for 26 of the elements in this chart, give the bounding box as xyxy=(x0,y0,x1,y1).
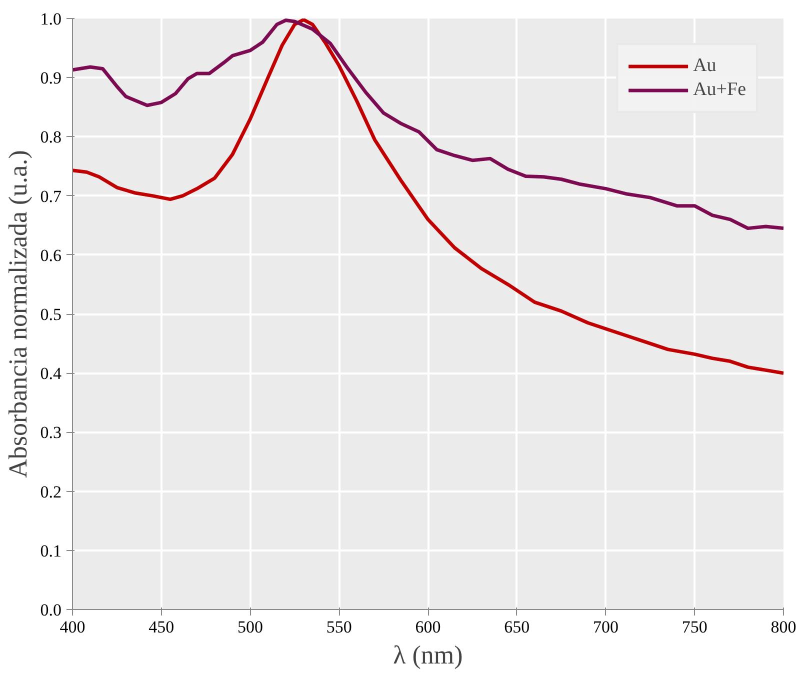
x-tick-label: 500 xyxy=(238,618,263,636)
y-tick-label: 0.5 xyxy=(40,305,62,324)
y-tick-label: 0.3 xyxy=(40,423,62,442)
y-tick-label: 0.6 xyxy=(40,246,62,265)
y-tick-label: 0.2 xyxy=(40,482,62,502)
x-tick-label: 400 xyxy=(60,618,86,636)
line-series xyxy=(72,18,784,230)
x-tick-label: 550 xyxy=(326,618,352,636)
y-tick-label: 0.0 xyxy=(40,600,62,620)
y-tick-label: 0.8 xyxy=(40,128,62,147)
legend-label: Au xyxy=(693,55,716,77)
y-tick-label: 0.9 xyxy=(40,68,62,88)
x-tick-label: 700 xyxy=(593,618,618,636)
y-tick-label: 0.1 xyxy=(40,541,62,560)
x-tick-label: 450 xyxy=(148,618,174,636)
x-axis-title: λ (nm) xyxy=(393,640,463,670)
x-tick-label: 800 xyxy=(770,618,796,636)
line-series xyxy=(72,18,784,375)
legend-label: Au+Fe xyxy=(693,79,746,101)
x-tick-label: 600 xyxy=(415,618,441,636)
x-tick-label: 750 xyxy=(682,618,708,636)
x-tick-label: 650 xyxy=(504,618,530,636)
y-tick-label: 0.4 xyxy=(40,364,62,384)
y-tick-label: 1.0 xyxy=(40,10,62,28)
y-tick-label: 0.7 xyxy=(40,186,62,206)
y-axis-title: Absorbancia normalizada (u.a.) xyxy=(3,150,32,478)
